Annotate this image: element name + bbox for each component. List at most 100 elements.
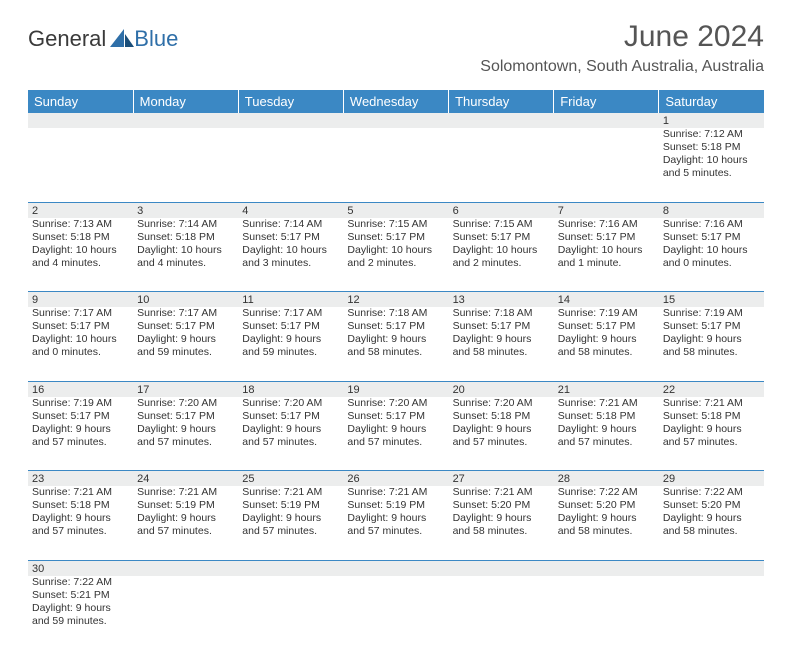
day-sunset: Sunset: 5:18 PM [663, 141, 760, 154]
day-daylight1: Daylight: 9 hours [347, 333, 444, 346]
day-daylight1: Daylight: 10 hours [453, 244, 550, 257]
day-sunset: Sunset: 5:17 PM [32, 410, 129, 423]
day-daylight2: and 1 minute. [558, 257, 655, 270]
day-sunrise: Sunrise: 7:21 AM [242, 486, 339, 499]
day-daylight2: and 57 minutes. [453, 436, 550, 449]
day-sunset: Sunset: 5:17 PM [137, 320, 234, 333]
day-sunset: Sunset: 5:17 PM [242, 410, 339, 423]
day-cell: Sunrise: 7:22 AMSunset: 5:20 PMDaylight:… [554, 486, 659, 560]
day-sunrise: Sunrise: 7:12 AM [663, 128, 760, 141]
day-number-row: 23242526272829 [28, 471, 764, 487]
day-daylight2: and 57 minutes. [347, 525, 444, 538]
day-cell: Sunrise: 7:22 AMSunset: 5:20 PMDaylight:… [659, 486, 764, 560]
day-sunset: Sunset: 5:19 PM [347, 499, 444, 512]
day-cell: Sunrise: 7:14 AMSunset: 5:18 PMDaylight:… [133, 218, 238, 292]
day-cell: Sunrise: 7:21 AMSunset: 5:18 PMDaylight:… [554, 397, 659, 471]
day-number: 9 [28, 292, 133, 308]
day-cell: Sunrise: 7:20 AMSunset: 5:17 PMDaylight:… [133, 397, 238, 471]
day-sunrise: Sunrise: 7:22 AM [663, 486, 760, 499]
day-cell: Sunrise: 7:17 AMSunset: 5:17 PMDaylight:… [238, 307, 343, 381]
day-sunrise: Sunrise: 7:17 AM [137, 307, 234, 320]
day-number [238, 113, 343, 128]
day-cell: Sunrise: 7:20 AMSunset: 5:17 PMDaylight:… [238, 397, 343, 471]
day-number-row: 1 [28, 113, 764, 128]
day-cell: Sunrise: 7:21 AMSunset: 5:19 PMDaylight:… [238, 486, 343, 560]
day-daylight2: and 58 minutes. [347, 346, 444, 359]
day-daylight1: Daylight: 9 hours [347, 512, 444, 525]
day-number: 22 [659, 381, 764, 397]
day-daylight1: Daylight: 10 hours [663, 154, 760, 167]
day-cell [133, 576, 238, 650]
day-daylight2: and 2 minutes. [453, 257, 550, 270]
day-cell [449, 576, 554, 650]
month-title: June 2024 [480, 20, 764, 54]
day-sunrise: Sunrise: 7:21 AM [453, 486, 550, 499]
day-number [133, 560, 238, 576]
day-cell: Sunrise: 7:19 AMSunset: 5:17 PMDaylight:… [554, 307, 659, 381]
day-daylight1: Daylight: 9 hours [32, 423, 129, 436]
day-sunrise: Sunrise: 7:15 AM [347, 218, 444, 231]
day-daylight2: and 57 minutes. [137, 436, 234, 449]
day-cell: Sunrise: 7:12 AMSunset: 5:18 PMDaylight:… [659, 128, 764, 202]
day-sunrise: Sunrise: 7:16 AM [663, 218, 760, 231]
day-sunset: Sunset: 5:17 PM [558, 320, 655, 333]
day-sunrise: Sunrise: 7:21 AM [558, 397, 655, 410]
weekday-header: Wednesday [343, 90, 448, 113]
day-sunset: Sunset: 5:18 PM [137, 231, 234, 244]
day-sunrise: Sunrise: 7:21 AM [347, 486, 444, 499]
day-cell: Sunrise: 7:14 AMSunset: 5:17 PMDaylight:… [238, 218, 343, 292]
day-daylight2: and 3 minutes. [242, 257, 339, 270]
day-daylight1: Daylight: 9 hours [663, 423, 760, 436]
day-daylight1: Daylight: 9 hours [347, 423, 444, 436]
day-daylight1: Daylight: 9 hours [663, 333, 760, 346]
day-cell [554, 576, 659, 650]
day-cell: Sunrise: 7:20 AMSunset: 5:17 PMDaylight:… [343, 397, 448, 471]
day-number-row: 30 [28, 560, 764, 576]
day-sunrise: Sunrise: 7:18 AM [453, 307, 550, 320]
day-cell [238, 128, 343, 202]
day-daylight2: and 57 minutes. [32, 436, 129, 449]
day-cell: Sunrise: 7:16 AMSunset: 5:17 PMDaylight:… [554, 218, 659, 292]
day-sunrise: Sunrise: 7:15 AM [453, 218, 550, 231]
logo-text-blue: Blue [134, 26, 178, 52]
day-daylight2: and 57 minutes. [32, 525, 129, 538]
day-number [343, 560, 448, 576]
day-content-row: Sunrise: 7:21 AMSunset: 5:18 PMDaylight:… [28, 486, 764, 560]
day-cell [28, 128, 133, 202]
day-daylight1: Daylight: 10 hours [663, 244, 760, 257]
day-cell [449, 128, 554, 202]
day-sunset: Sunset: 5:19 PM [137, 499, 234, 512]
day-daylight2: and 5 minutes. [663, 167, 760, 180]
day-number: 24 [133, 471, 238, 487]
day-number: 6 [449, 202, 554, 218]
day-daylight2: and 58 minutes. [558, 346, 655, 359]
day-number: 29 [659, 471, 764, 487]
day-cell: Sunrise: 7:19 AMSunset: 5:17 PMDaylight:… [659, 307, 764, 381]
day-daylight2: and 57 minutes. [347, 436, 444, 449]
day-daylight2: and 58 minutes. [663, 346, 760, 359]
day-number: 23 [28, 471, 133, 487]
day-number-row: 9101112131415 [28, 292, 764, 308]
day-sunset: Sunset: 5:19 PM [242, 499, 339, 512]
day-cell [343, 576, 448, 650]
day-daylight1: Daylight: 9 hours [453, 423, 550, 436]
day-number [449, 560, 554, 576]
logo: General Blue [28, 26, 178, 52]
day-content-row: Sunrise: 7:22 AMSunset: 5:21 PMDaylight:… [28, 576, 764, 650]
day-sunset: Sunset: 5:17 PM [347, 320, 444, 333]
day-number-row: 16171819202122 [28, 381, 764, 397]
day-sunset: Sunset: 5:17 PM [242, 320, 339, 333]
day-daylight2: and 0 minutes. [663, 257, 760, 270]
day-sunset: Sunset: 5:20 PM [558, 499, 655, 512]
day-cell: Sunrise: 7:15 AMSunset: 5:17 PMDaylight:… [343, 218, 448, 292]
day-number: 26 [343, 471, 448, 487]
day-daylight1: Daylight: 9 hours [242, 333, 339, 346]
day-sunrise: Sunrise: 7:21 AM [32, 486, 129, 499]
day-sunrise: Sunrise: 7:16 AM [558, 218, 655, 231]
day-number [343, 113, 448, 128]
day-sunset: Sunset: 5:17 PM [32, 320, 129, 333]
day-sunset: Sunset: 5:18 PM [32, 231, 129, 244]
day-daylight2: and 58 minutes. [453, 346, 550, 359]
day-sunrise: Sunrise: 7:17 AM [242, 307, 339, 320]
day-sunrise: Sunrise: 7:19 AM [558, 307, 655, 320]
